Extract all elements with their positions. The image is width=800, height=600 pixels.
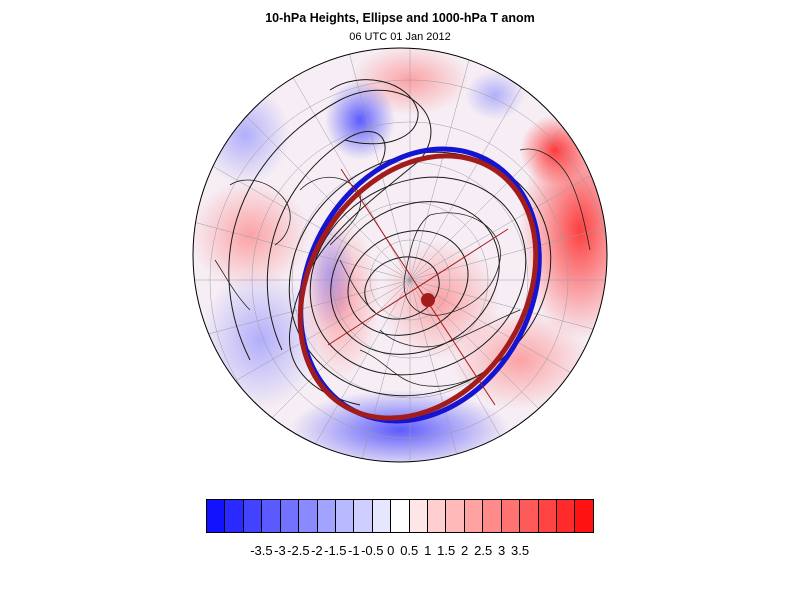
colorbar-tick-label: 0.5 (400, 543, 419, 558)
height-contours (228, 79, 552, 406)
colorbar-swatch (354, 500, 373, 532)
meridian-line (409, 119, 607, 281)
colorbar-swatch (446, 500, 465, 532)
ellipse-minor-axis (327, 228, 509, 346)
colorbar-swatch (557, 500, 576, 532)
colorbar-swatch (299, 500, 318, 532)
graticule (193, 48, 607, 462)
vortex-center-marker (421, 293, 435, 307)
meridian-line (193, 279, 411, 441)
meridian-line (409, 279, 494, 462)
colorbar-swatch (280, 500, 300, 532)
colorbar-swatch (207, 500, 226, 532)
colorbar (206, 499, 594, 533)
meridian-line (193, 196, 411, 281)
colorbar-tick-label: -1.5 (324, 543, 347, 558)
colorbar-swatch (501, 500, 521, 532)
colorbar-tick-label: 2 (461, 543, 469, 558)
colorbar-swatch (575, 500, 593, 532)
colorbar-swatch (409, 500, 429, 532)
meridian-line (193, 119, 411, 281)
colorbar-tick-label: -2 (311, 543, 323, 558)
colorbar-swatch (428, 500, 447, 532)
colorbar-tick-label: -3.5 (250, 543, 273, 558)
colorbar-swatch (464, 500, 484, 532)
fitted-ellipse (297, 153, 539, 421)
colorbar-swatch (262, 500, 281, 532)
colorbar-tick-label: -0.5 (361, 543, 384, 558)
meridian-line (409, 279, 607, 364)
colorbar-tick-label: 0 (387, 543, 395, 558)
meridian-line (326, 279, 411, 462)
polar-map (192, 47, 608, 463)
colorbar-tick-label: 2.5 (474, 543, 493, 558)
map-title: 10-hPa Heights, Ellipse and 1000-hPa T a… (265, 11, 535, 25)
meridian-line (409, 279, 571, 462)
colorbar-labels: -3.5 -3 -2.5 -2 -1.5 -1 -0.5 0 0.5 1 1.5 2 2.5 3 3.5 (0, 543, 800, 561)
meridian-line (326, 48, 411, 281)
colorbar-swatch (538, 500, 558, 532)
meridian-line (193, 279, 411, 462)
colorbar-swatch (335, 500, 355, 532)
meridian-line (409, 196, 607, 281)
meridian-line (249, 279, 411, 462)
colorbar-tick-label: 1.5 (437, 543, 456, 558)
colorbar-tick-label: 3.5 (511, 543, 530, 558)
colorbar-swatch (243, 500, 263, 532)
colorbar-tick-label: -2.5 (287, 543, 310, 558)
colorbar-swatch (520, 500, 539, 532)
globe-outline (192, 47, 608, 463)
colorbar-swatch (391, 500, 410, 532)
map-subtitle: 06 UTC 01 Jan 2012 (349, 31, 451, 43)
colorbar-tick-label: -3 (274, 543, 286, 558)
colorbar-tick-label: 3 (497, 543, 506, 558)
colorbar-swatch (225, 500, 244, 532)
colorbar-swatch (372, 500, 392, 532)
colorbar-tick-label: 1 (424, 543, 432, 558)
colorbar-swatch (483, 500, 502, 532)
meridian-line (409, 279, 607, 462)
colorbar-swatch (317, 500, 336, 532)
meridian-line (409, 48, 494, 281)
colorbar-tick-label: -1 (348, 543, 360, 558)
